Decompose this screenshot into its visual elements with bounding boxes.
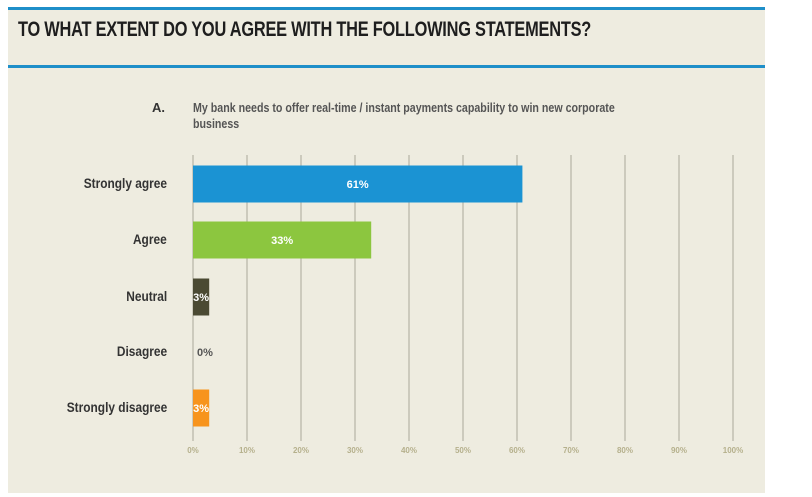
title-rule	[8, 65, 765, 68]
category-label: Agree	[133, 231, 167, 247]
x-tick-label: 90%	[671, 446, 687, 455]
x-tick-label: 0%	[187, 446, 199, 455]
bar-value-label: 61%	[347, 179, 369, 191]
x-tick-label: 10%	[239, 446, 255, 455]
x-tick-label: 20%	[293, 446, 309, 455]
bar-value-label: 3%	[193, 403, 209, 415]
top-rule	[8, 7, 765, 10]
chart-panel	[8, 7, 765, 493]
bar-value-label: 0%	[197, 347, 213, 359]
x-tick-label: 50%	[455, 446, 471, 455]
x-tick-label: 60%	[509, 446, 525, 455]
category-label: Strongly agree	[83, 175, 167, 191]
category-label: Disagree	[116, 343, 167, 359]
bar	[193, 221, 372, 259]
question-text: My bank needs to offer real-time / insta…	[193, 100, 615, 131]
x-tick-label: 100%	[723, 446, 743, 455]
bar-value-label: 33%	[271, 235, 293, 247]
bar	[193, 278, 210, 316]
page-title: TO WHAT EXTENT DO YOU AGREE WITH THE FOL…	[18, 18, 592, 41]
x-tick-label: 30%	[347, 446, 363, 455]
x-tick-label: 80%	[617, 446, 633, 455]
category-label: Neutral	[126, 288, 167, 304]
category-label: Strongly disagree	[66, 399, 167, 415]
x-tick-label: 70%	[563, 446, 579, 455]
question-letter: A.	[152, 100, 165, 115]
bar	[193, 165, 523, 203]
x-tick-label: 40%	[401, 446, 417, 455]
bar	[193, 389, 210, 427]
bar-value-label: 3%	[193, 292, 209, 304]
